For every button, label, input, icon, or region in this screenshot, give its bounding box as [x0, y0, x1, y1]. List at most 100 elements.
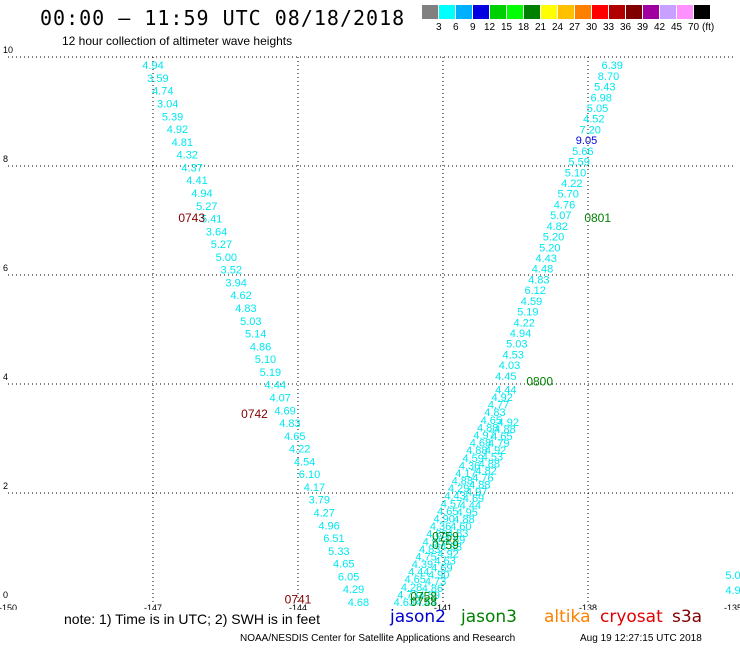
- swh-value-label: 5.39: [162, 111, 183, 123]
- swh-value-label: 4.57: [441, 498, 462, 510]
- y-tick-label: 8: [3, 154, 8, 164]
- swh-value-label: 5.19: [260, 367, 281, 379]
- swh-value-label: 5.03: [240, 316, 261, 328]
- credit-line: NOAA/NESDIS Center for Satellite Applica…: [240, 633, 516, 644]
- swh-value-label: 4.53: [482, 452, 503, 464]
- swh-value-label: 4.83: [279, 418, 300, 430]
- swh-value-label: 4.68: [348, 597, 369, 609]
- pass-time-label: 0741: [285, 592, 312, 606]
- pass-time-label: 0759: [432, 530, 459, 544]
- chart-subtitle: 12 hour collection of altimeter wave hei…: [62, 34, 293, 48]
- swh-value-label: 4.76: [554, 199, 575, 211]
- satellite-legend-altika: altika: [544, 607, 591, 627]
- swh-value-label: 4.73: [425, 576, 446, 588]
- swh-value-label: 4.07: [269, 392, 290, 404]
- x-tick-label: -138: [579, 603, 597, 610]
- swh-value-label: 5.59: [568, 157, 589, 169]
- colorbar-swatch: [541, 5, 557, 19]
- swh-value-label: 4.88: [479, 459, 500, 471]
- pass-time-label: 0800: [526, 374, 553, 388]
- y-tick-label: 4: [3, 372, 8, 382]
- swh-value-label: 4.65: [491, 431, 512, 443]
- swh-value-label: 3.79: [309, 495, 330, 507]
- satellite-legend-cryosat: cryosat: [600, 607, 663, 627]
- swh-value-label: 3.04: [157, 99, 178, 111]
- swh-value-label: 4.96: [318, 520, 339, 532]
- swh-value-label: 5.14: [245, 329, 266, 341]
- swh-value-label: 4.83: [426, 529, 447, 541]
- swh-value-label: 4.92: [498, 417, 519, 429]
- colorbar-tick-label: 3: [436, 22, 442, 33]
- y-tick-label: 10: [3, 45, 13, 55]
- colorbar-swatch: [456, 5, 472, 19]
- swh-value-label: 4.95: [423, 536, 444, 548]
- colorbar-swatch: [524, 5, 540, 19]
- swh-value-label: 4.62: [230, 290, 251, 302]
- swh-value-label: 6.12: [524, 285, 545, 297]
- colorbar-tick-label: 42: [654, 22, 666, 33]
- swh-value-label: 4.69: [274, 405, 295, 417]
- swh-value-label: 5.33: [328, 546, 349, 558]
- satellite-legend-jason2: jason2: [390, 607, 446, 627]
- colorbar-swatch: [422, 5, 438, 19]
- swh-value-label: 4.65: [404, 574, 425, 586]
- pass-time-label: 0742: [241, 407, 268, 421]
- swh-value-label: 4.45: [495, 371, 516, 383]
- x-tick-label: -135: [724, 603, 740, 610]
- swh-value-label: 5.19: [517, 307, 538, 319]
- swh-value-label: 6.05: [338, 571, 359, 583]
- swh-value-label: 4.83: [419, 544, 440, 556]
- swh-value-label: 4.37: [181, 162, 202, 174]
- swh-value-label: 4.65: [284, 431, 305, 443]
- satellite-legend-jason3: jason3: [461, 607, 517, 627]
- swh-value-label: 5.10: [255, 354, 276, 366]
- swh-value-label: 6.98: [590, 92, 611, 104]
- swh-value-label: 4.82: [546, 221, 567, 233]
- colorbar-swatch: [660, 5, 676, 19]
- x-tick-label: -147: [144, 603, 162, 610]
- plot-area: -150 -147 -144 -141 -138 -13502468104.943.594…: [0, 45, 740, 610]
- swh-value-label: 4.94: [142, 60, 163, 72]
- swh-value-label: 4.43: [444, 491, 465, 503]
- swh-value-label: 4.88: [469, 479, 490, 491]
- pass-time-label: 0758: [410, 595, 437, 609]
- swh-value-label: 4.41: [186, 175, 207, 187]
- colorbar-tick-label: 12: [484, 22, 496, 33]
- swh-value-label: 3.59: [147, 73, 168, 85]
- swh-value-label: 4.90: [428, 569, 449, 581]
- swh-value-label: 4.76: [472, 472, 493, 484]
- swh-value-label: 5.66: [572, 146, 593, 158]
- satellite-legend-s3a: s3a: [672, 607, 703, 627]
- swh-value-label: 4.29: [343, 584, 364, 596]
- colorbar-tick-label: 39: [637, 22, 649, 33]
- swh-value-label: 4.36: [459, 460, 480, 472]
- swh-value-label: 4.39: [412, 559, 433, 571]
- swh-value-label: 4.73: [397, 589, 418, 601]
- swh-value-label: 4.63: [434, 555, 455, 567]
- swh-value-label: 4.22: [289, 444, 310, 456]
- swh-value-label: 5.07: [550, 210, 571, 222]
- swh-value-label: 4.48: [532, 264, 553, 276]
- footer-note: note: 1) Time is in UTC; 2) SWH is in fe…: [64, 611, 320, 627]
- chart-title: 00:00 – 11:59 UTC 08/18/2018: [40, 6, 406, 30]
- swh-value-label: 6.51: [323, 533, 344, 545]
- swh-value-label: 3.64: [206, 226, 227, 238]
- swh-value-label: 4.92: [485, 445, 506, 457]
- swh-value-label: 4.83: [235, 303, 256, 315]
- swh-value-label: 3.94: [225, 277, 246, 289]
- swh-value-label: 4.92: [167, 124, 188, 136]
- swh-value-label: 4.83: [447, 528, 468, 540]
- colorbar-swatch: [558, 5, 574, 19]
- swh-value-label: 4.94: [191, 188, 212, 200]
- colorbar-tick-label: 36: [620, 22, 632, 33]
- swh-value-label: 4.79: [488, 438, 509, 450]
- colorbar-tick-label: 70: [688, 22, 700, 33]
- pass-time-label: 0743: [178, 211, 205, 225]
- swh-value-label: 5.03: [506, 339, 527, 351]
- swh-value-label: 4.65: [333, 559, 354, 571]
- swh-value-label: 5.20: [539, 242, 560, 254]
- colorbar-swatch: [694, 5, 710, 19]
- colorbar-tick-label: 18: [518, 22, 530, 33]
- swh-value-label: 4.54: [294, 456, 315, 468]
- swh-value-label: 5.27: [211, 239, 232, 251]
